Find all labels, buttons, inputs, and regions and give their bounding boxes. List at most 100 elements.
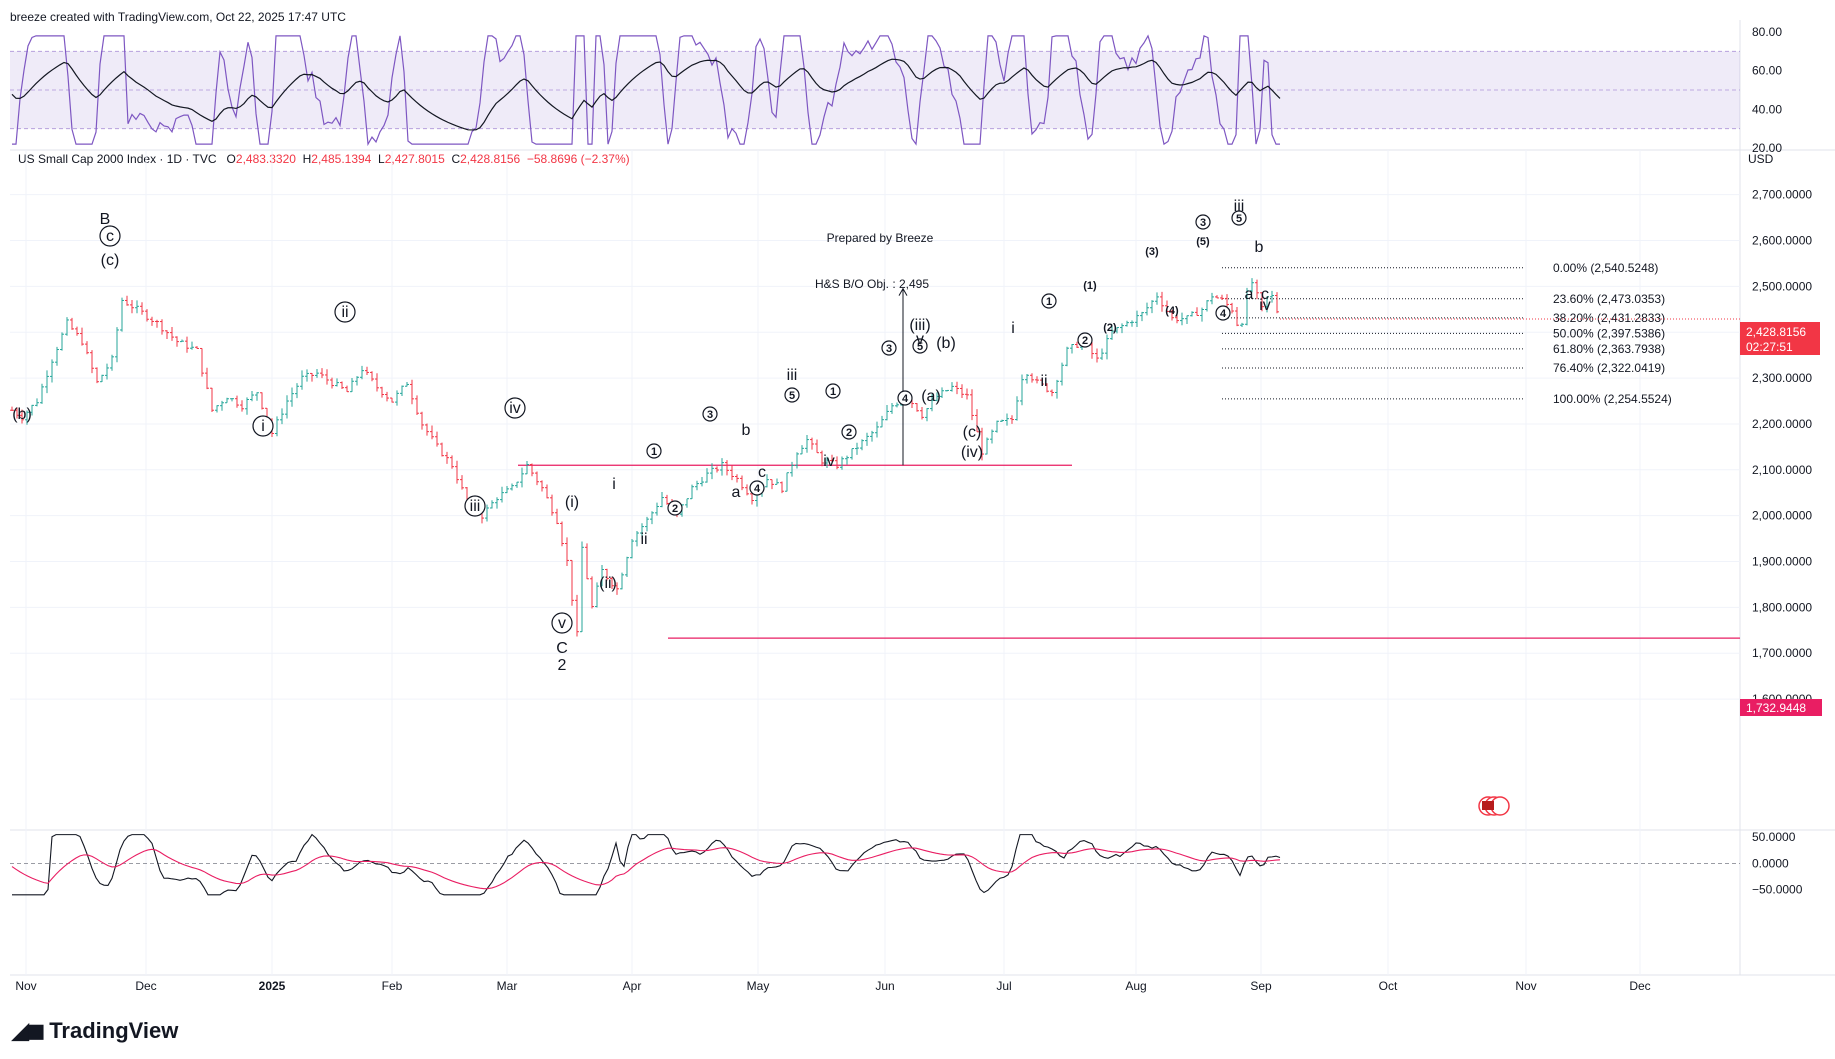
wave-label-text: a [732, 484, 741, 501]
wave-label-text: (4) [1165, 305, 1179, 317]
candle [495, 497, 499, 509]
candle [1180, 312, 1184, 326]
candle [285, 395, 289, 419]
price-pane[interactable]: 0.00% (2,540.5248) 23.60% (2,473.0353) 38.… [10, 261, 1740, 639]
target-arrowhead [898, 287, 908, 296]
candle [700, 477, 704, 487]
time-tick-label: Oct [1379, 979, 1398, 993]
low-label: L [378, 152, 385, 166]
high-label: H [302, 152, 312, 166]
candle [1050, 389, 1054, 397]
wave-label: v [916, 331, 924, 348]
candle [55, 346, 59, 366]
wave-label-text: C [556, 640, 568, 657]
wave-label: (4) [1165, 305, 1179, 317]
candle [165, 330, 169, 339]
wave-label-text: (5) [1196, 236, 1210, 248]
candle [1060, 362, 1064, 386]
candle [275, 416, 279, 437]
candle [10, 406, 14, 411]
candle [875, 421, 879, 438]
symbol-name[interactable]: US Small Cap 2000 Index · 1D · TVC [18, 152, 217, 166]
tradingview-logo[interactable]: ◢◼ TradingView [12, 1018, 178, 1044]
time-tick-label: Aug [1125, 979, 1146, 993]
price-tick-label: 1,900.0000 [1752, 555, 1812, 569]
candle [115, 327, 119, 363]
wave-label: 3 [881, 340, 897, 356]
candle [550, 494, 554, 516]
wave-label-text: B [100, 211, 111, 228]
macd-tick-label: −50.0000 [1752, 883, 1803, 897]
macd-indicator [10, 833, 1740, 896]
candle [240, 400, 244, 412]
candle [230, 398, 234, 402]
candle [965, 388, 969, 400]
price-tick-label: 2,200.0000 [1752, 417, 1812, 431]
candle [870, 430, 874, 442]
candle [975, 409, 979, 433]
candle [600, 564, 604, 587]
candle [1005, 413, 1009, 426]
wave-label-text: v [916, 331, 924, 348]
wave-label-text: c [1261, 286, 1269, 303]
candle [395, 390, 399, 406]
price-tick-label: 2,700.0000 [1752, 188, 1812, 202]
candle [405, 381, 409, 387]
time-tick-label: May [747, 979, 770, 993]
wave-label: 4 [897, 390, 913, 406]
candle [615, 582, 619, 595]
candle [730, 465, 734, 481]
candle [1120, 323, 1124, 334]
candle [945, 389, 949, 392]
wave-label-text: 3 [707, 409, 713, 421]
candle [1150, 300, 1154, 314]
wave-label-text: iv [509, 400, 521, 417]
wave-label-text: 2 [558, 657, 567, 674]
candle [210, 387, 214, 413]
price-tag: 2,428.8156 02:27:51 [1740, 322, 1820, 355]
candle [865, 432, 869, 446]
candle [90, 350, 94, 374]
candle [290, 387, 294, 407]
candle [245, 397, 249, 415]
candle [565, 537, 569, 567]
candle [830, 454, 834, 463]
candle [80, 327, 84, 346]
wave-label-text: iv [1259, 297, 1271, 314]
candle [620, 572, 624, 590]
candle [390, 397, 394, 403]
wave-label: (3) [1145, 246, 1159, 258]
candle [355, 376, 359, 386]
wave-label: 2 [841, 424, 857, 440]
candle [920, 406, 924, 420]
fib-level-label: 50.00% (2,397.5386) [1553, 326, 1665, 340]
wave-label: b [1255, 239, 1264, 256]
candle [195, 346, 199, 349]
candle [940, 387, 944, 399]
candle [205, 367, 209, 390]
wave-label-text: 2 [846, 427, 852, 439]
candle [345, 385, 349, 393]
candle [655, 502, 659, 516]
flag-icon[interactable] [1478, 796, 1510, 816]
candle [130, 299, 134, 314]
candle [225, 397, 229, 404]
candle [970, 389, 974, 421]
wave-label-text: i [1011, 320, 1015, 337]
candle [610, 576, 614, 589]
candle [100, 374, 104, 383]
currency-label[interactable]: USD [1748, 152, 1774, 166]
wave-label-text: 2 [1082, 335, 1088, 347]
macd-tick-label: 50.0000 [1752, 830, 1796, 844]
candle [60, 332, 64, 351]
change-value: −58.8696 (−2.37%) [526, 152, 630, 166]
close-value: 2,428.8156 [460, 152, 521, 166]
candle [785, 472, 789, 492]
wave-label: iv [1259, 297, 1271, 314]
wave-label: (ii) [599, 575, 617, 592]
candle [935, 392, 939, 402]
wave-label: 1 [825, 383, 841, 399]
wave-label-text: (iv) [961, 444, 983, 461]
wave-label: iv [823, 453, 835, 470]
